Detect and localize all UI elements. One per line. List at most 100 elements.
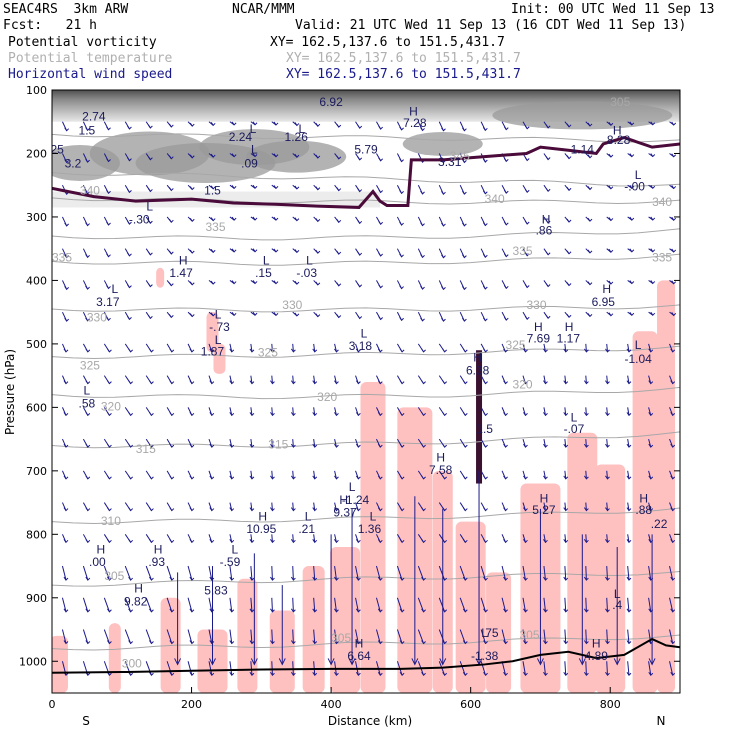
wind-arrowhead — [670, 348, 676, 353]
wind-vector — [145, 661, 152, 676]
wind-arrowhead — [462, 380, 468, 385]
wind-arrowhead — [503, 158, 509, 163]
pv-extremum-label: L — [231, 542, 238, 556]
theta-label: 330 — [526, 298, 546, 312]
wind-arrowhead — [229, 443, 235, 448]
wind-arrowhead — [290, 443, 296, 448]
wind-arrowhead — [210, 185, 216, 190]
wind-arrowhead — [290, 608, 296, 613]
pv-extremum-label: 1.87 — [201, 344, 225, 358]
wind-arrowhead — [231, 248, 237, 253]
wind-arrowhead — [399, 221, 404, 226]
wind-arrowhead — [128, 608, 134, 613]
wind-arrowhead — [442, 640, 448, 645]
valid-time: Valid: 21 UTC Wed 11 Sep 13 (16 CDT Wed … — [295, 18, 687, 33]
wind-arrowhead — [605, 507, 610, 512]
theta-label: 335 — [52, 250, 72, 264]
wind-arrowhead — [63, 608, 69, 613]
wind-arrowhead — [462, 608, 468, 613]
wind-arrowhead — [461, 190, 467, 195]
wind-arrowhead — [252, 153, 258, 158]
wind-vector — [543, 661, 546, 676]
wind-arrowhead — [229, 507, 235, 512]
wind-arrowhead — [85, 475, 91, 480]
wind-arrowhead — [107, 608, 112, 613]
wind-vectors — [61, 121, 677, 677]
wind-arrowhead — [399, 253, 404, 258]
wind-vector — [543, 629, 546, 644]
wind-arrowhead — [670, 443, 676, 448]
wind-arrowhead — [462, 576, 468, 581]
wind-arrowhead — [270, 507, 275, 512]
wind-arrowhead — [605, 640, 610, 645]
wind-arrowhead — [587, 154, 593, 159]
wind-vector — [313, 566, 316, 581]
wind-arrowhead — [355, 475, 361, 480]
wind-arrowhead — [209, 380, 215, 385]
wind-vector — [61, 565, 67, 581]
wind-arrowhead — [270, 671, 275, 677]
wind-arrowhead — [523, 475, 528, 480]
wind-arrowhead — [421, 443, 426, 448]
wind-arrowhead — [563, 348, 569, 353]
pv-extremum-label: L — [215, 308, 222, 322]
theta-contour — [52, 507, 680, 524]
wind-vector — [627, 407, 630, 416]
pv-tower — [476, 350, 483, 484]
wind-arrowhead — [312, 608, 318, 613]
wind-arrowhead — [209, 671, 215, 677]
wind-vector — [124, 597, 132, 612]
wind-arrowhead — [106, 285, 111, 290]
pv-extremum-label: L — [305, 509, 312, 523]
wind-arrowhead — [168, 314, 174, 319]
wind-arrowhead — [378, 316, 384, 321]
wind-arrowhead — [629, 185, 635, 190]
wind-arrowhead — [523, 348, 528, 353]
wind-arrowhead — [355, 671, 361, 677]
wind-arrowhead — [249, 443, 255, 448]
wind-arrowhead — [378, 125, 384, 130]
wind-vector — [543, 502, 546, 511]
wind-arrowhead — [168, 155, 174, 160]
wind-arrowhead — [583, 507, 589, 512]
wind-arrowhead — [377, 412, 383, 417]
wind-arrowhead — [270, 443, 275, 448]
theta-label: 320 — [101, 400, 121, 414]
theta-label: 330 — [87, 311, 107, 325]
wind-vector — [606, 629, 608, 644]
wind-arrowhead — [128, 539, 134, 544]
wind-arrowhead — [583, 576, 589, 581]
wind-arrowhead — [106, 316, 111, 321]
wind-arrowhead — [64, 222, 70, 227]
wind-arrowhead — [482, 190, 488, 195]
wind-arrowhead — [503, 316, 509, 321]
wind-arrowhead — [626, 539, 632, 544]
pv-column — [360, 381, 386, 693]
wind-arrowhead — [355, 640, 361, 645]
wind-arrowhead — [107, 348, 112, 353]
y-tick-label: 1000 — [19, 655, 47, 668]
wind-arrowhead — [355, 443, 361, 448]
wind-vector — [250, 566, 253, 581]
wind-arrowhead — [605, 348, 610, 353]
wind-arrowhead — [169, 539, 175, 544]
wind-arrowhead — [648, 671, 654, 677]
theta-label: 315 — [268, 438, 288, 452]
wind-arrowhead — [273, 121, 279, 126]
wind-arrowhead — [85, 158, 90, 163]
wind-vector — [627, 534, 630, 543]
wind-arrowhead — [169, 671, 175, 677]
wind-arrowhead — [294, 122, 300, 127]
wind-arrowhead — [357, 220, 363, 225]
wind-arrowhead — [315, 281, 321, 286]
wind-vector — [585, 407, 587, 416]
wind-arrowhead — [545, 219, 551, 224]
wind-arrowhead — [543, 640, 548, 645]
terrain-contour — [52, 637, 680, 674]
wind-arrowhead — [650, 216, 656, 221]
wind-arrowhead — [583, 608, 589, 613]
wind-vector — [627, 629, 630, 644]
wind-arrowhead — [461, 286, 467, 291]
wind-arrowhead — [128, 380, 134, 385]
wind-vector — [543, 597, 546, 612]
